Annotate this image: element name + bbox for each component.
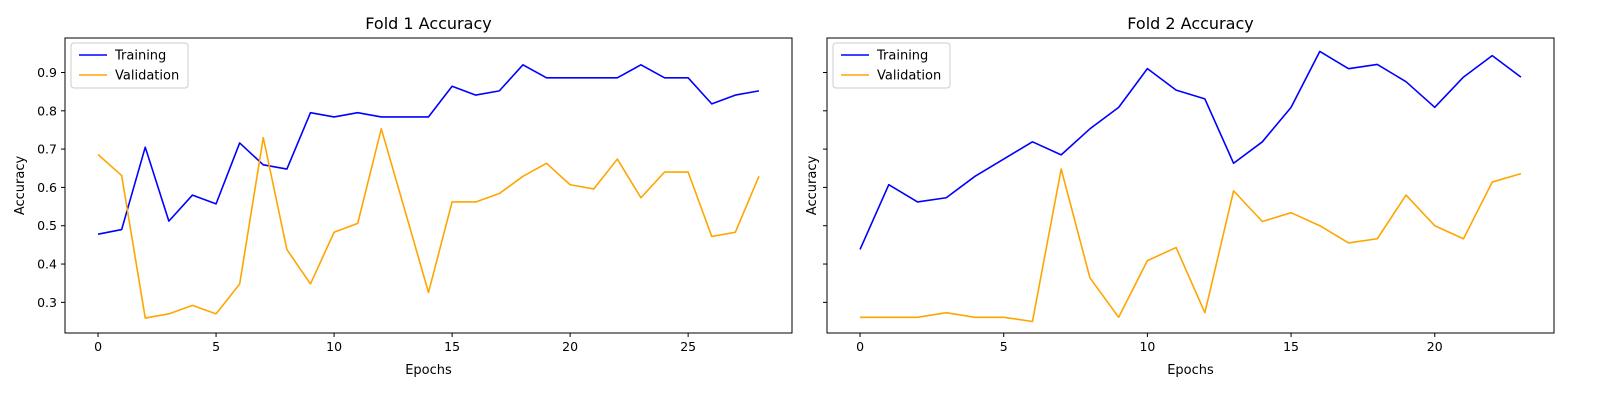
plot-area-frame [64,37,793,334]
y-tick-label: 0.7 [37,142,57,157]
series-line-training [859,50,1522,250]
legend-label-validation: Validation [877,69,941,84]
x-axis-label: Epochs [1167,363,1214,378]
y-tick-label: 0.5 [37,218,57,233]
x-tick-label: 0 [94,339,102,354]
chart-title: Fold 2 Accuracy [1127,14,1253,33]
x-tick-label: 5 [212,339,220,354]
series-line-validation [97,128,760,319]
legend-label-training: Training [114,49,166,64]
fold-2-accuracy-plot: Fold 2 Accuracy 0 5 10 15 20 Epochs Accuracy Tra… [805,14,1555,378]
legend: Training Validation [832,42,951,89]
legend-label-training: Training [876,49,928,64]
y-axis-label: Accuracy [13,156,28,216]
y-tick-label: 0.6 [37,180,57,195]
x-tick-label: 15 [444,339,460,354]
y-axis-label: Accuracy [805,156,820,216]
x-tick-label: 5 [1000,339,1008,354]
x-tick-label: 10 [326,339,342,354]
x-tick-label: 15 [1283,339,1299,354]
x-axis-label: Epochs [405,363,452,378]
fold-1-accuracy-plot: Fold 1 Accuracy 0 5 10 15 20 25 0.3 0.4 0.5 0.6 0.7… [13,14,793,378]
x-tick-label: 0 [856,339,864,354]
legend: Training Validation [70,42,189,89]
chart-title: Fold 1 Accuracy [365,14,491,33]
y-tick-label: 0.3 [37,295,57,310]
x-tick-label: 20 [1427,339,1443,354]
series-line-training [97,64,760,235]
y-tick-label: 0.4 [37,257,57,272]
x-tick-label: 25 [680,339,696,354]
y-tick-label: 0.9 [37,65,57,80]
y-tick-label: 0.8 [37,103,57,118]
legend-label-validation: Validation [115,69,179,84]
x-tick-label: 10 [1139,339,1155,354]
x-tick-label: 20 [562,339,578,354]
plot-area-frame [826,37,1555,334]
series-line-validation [860,168,1522,323]
